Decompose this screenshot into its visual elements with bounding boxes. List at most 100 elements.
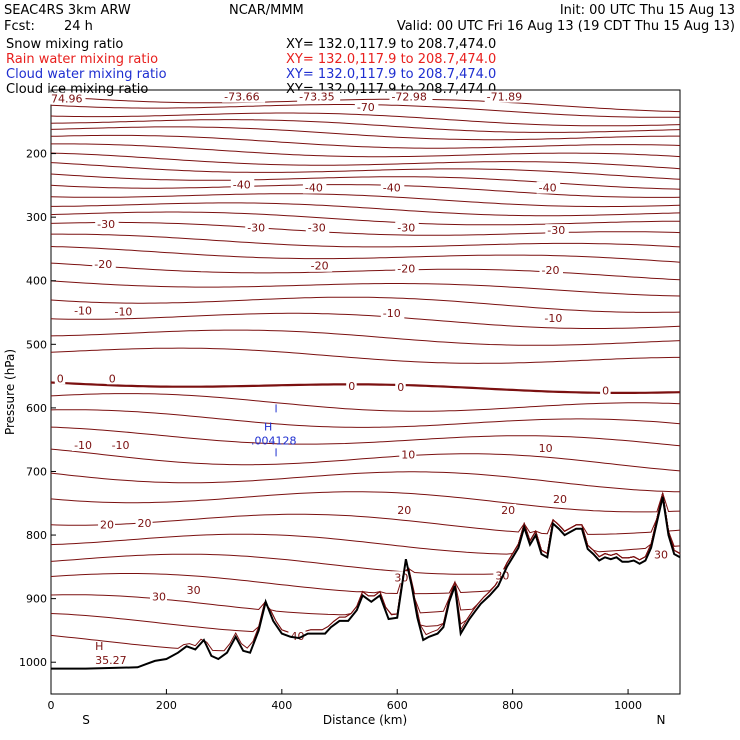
x-tick-label: 400 — [271, 699, 292, 712]
contour-label: -40 — [539, 182, 557, 195]
contour-label-bg — [536, 181, 561, 194]
contour-label-bg — [98, 518, 116, 531]
legend-cloudwater-label: Cloud water mixing ratio — [6, 67, 167, 82]
contour-line — [50, 491, 681, 513]
contour-label: -40 — [233, 178, 251, 191]
contour-label-bg — [395, 262, 419, 275]
contour-label-bg — [389, 90, 433, 103]
x-tick-label: 800 — [502, 699, 523, 712]
contour-label-bg — [49, 92, 86, 105]
valid-time: Valid: 00 UTC Fri 16 Aug 13 (19 CDT Thu … — [397, 19, 735, 34]
contour-label: 20 — [100, 519, 114, 532]
contour-label: -10 — [114, 306, 132, 319]
contour-lines — [50, 95, 681, 652]
contour-label: -10 — [383, 307, 401, 320]
contour-label-bg — [109, 439, 134, 452]
contour-label-bg — [106, 372, 118, 385]
contour-line — [50, 221, 681, 236]
contour-label-bg — [539, 264, 564, 277]
contour-label: -30 — [547, 224, 565, 237]
contour-label: -73.35 — [299, 91, 334, 104]
contour-label-bg — [184, 584, 202, 597]
contour-label-bg — [493, 569, 511, 582]
contour-line — [50, 312, 681, 329]
contour-labels: 74.96 -73.66 -73.35 -72.98 -71.89 -70 -40 -40 -4… — [49, 90, 670, 643]
contour-line — [50, 211, 680, 226]
contour-label: 10 — [539, 442, 553, 455]
contour-line — [50, 193, 681, 208]
contour-label-bg — [551, 493, 569, 506]
contour-label-bg — [399, 448, 417, 461]
contour-label: -40 — [305, 182, 323, 195]
model-title: SEAC4RS 3km ARW — [4, 3, 131, 18]
contour-label-bg — [484, 90, 528, 103]
y-tick-label: 1000 — [19, 656, 47, 669]
y-tick-label: 500 — [26, 338, 47, 351]
contour-label: 10 — [401, 449, 415, 462]
contour-label: -10 — [112, 439, 130, 452]
org-title: NCAR/MMM — [229, 3, 304, 18]
x-tick-label: 1000 — [614, 699, 642, 712]
contour-label: 20 — [138, 517, 152, 530]
contour-label-bg — [222, 90, 266, 103]
y-tick-label: 700 — [26, 465, 47, 478]
contour-label: -30 — [97, 218, 115, 231]
contour-label: 20 — [553, 493, 567, 506]
contour-line — [50, 492, 681, 634]
contour-line — [50, 448, 681, 472]
cloudwater-max-value: .004128 — [251, 434, 297, 447]
contour-label-bg — [354, 100, 379, 113]
contour-line — [50, 262, 681, 281]
contour-label-bg — [72, 304, 96, 317]
contour-label: 30 — [187, 584, 201, 597]
contour-label: 0 — [348, 380, 355, 393]
legend-cloudwater-xy: XY= 132.0,117.9 to 208.7,474.0 — [286, 67, 496, 82]
contour-label-bg — [112, 305, 136, 318]
x-axis-label: Distance (km) — [323, 713, 407, 727]
init-time: Init: 00 UTC Thu 15 Aug 13 — [560, 3, 735, 18]
x-tick-label: 600 — [387, 699, 408, 712]
contour-label: -30 — [308, 222, 326, 235]
contour-label: 20 — [397, 504, 411, 517]
contour-line — [50, 173, 681, 190]
contour-label-bg — [545, 224, 569, 237]
contour-line — [50, 95, 681, 113]
contour-label: 0 — [602, 384, 609, 397]
contour-label: -30 — [247, 222, 265, 235]
contour-label-bg — [542, 311, 566, 324]
contour-line — [50, 119, 681, 133]
contour-label-bg — [600, 384, 611, 397]
contour-label: -70 — [357, 101, 375, 114]
contour-label: 40 — [290, 630, 304, 643]
contour-label-bg — [392, 571, 410, 584]
contour-label-bg — [92, 257, 116, 270]
contour-label-bg — [380, 181, 405, 194]
contour-line — [51, 233, 681, 248]
legend-snow-xy: XY= 132.0,117.9 to 208.7,474.0 — [286, 37, 496, 52]
contour-label: -40 — [383, 182, 401, 195]
legend-snow-label: Snow mixing ratio — [6, 37, 123, 52]
contour-label-bg — [149, 590, 167, 603]
y-tick-label: 300 — [26, 211, 47, 224]
y-tick-label: 600 — [26, 402, 47, 415]
contour-line-zero — [50, 381, 681, 394]
contour-line — [50, 426, 681, 447]
contour-label-bg — [536, 442, 554, 455]
contour-label-bg — [54, 372, 66, 385]
contour-label: -10 — [74, 304, 92, 317]
y-tick-label: 900 — [26, 593, 47, 606]
contour-label: 20 — [501, 504, 515, 517]
contour-line — [50, 471, 681, 493]
contour-label: 74.96 — [51, 93, 83, 106]
contour-label-bg — [395, 381, 406, 394]
contour-label: -10 — [74, 439, 92, 452]
contour-label: -73.66 — [224, 91, 259, 104]
contour-label: -10 — [544, 312, 562, 325]
contour-line — [50, 393, 681, 412]
contour-label-bg — [245, 221, 269, 234]
contour-line — [50, 184, 681, 198]
contour-label-bg — [305, 221, 330, 234]
contour-label-bg — [380, 306, 405, 319]
fcst-label: Fcst: — [4, 19, 35, 34]
